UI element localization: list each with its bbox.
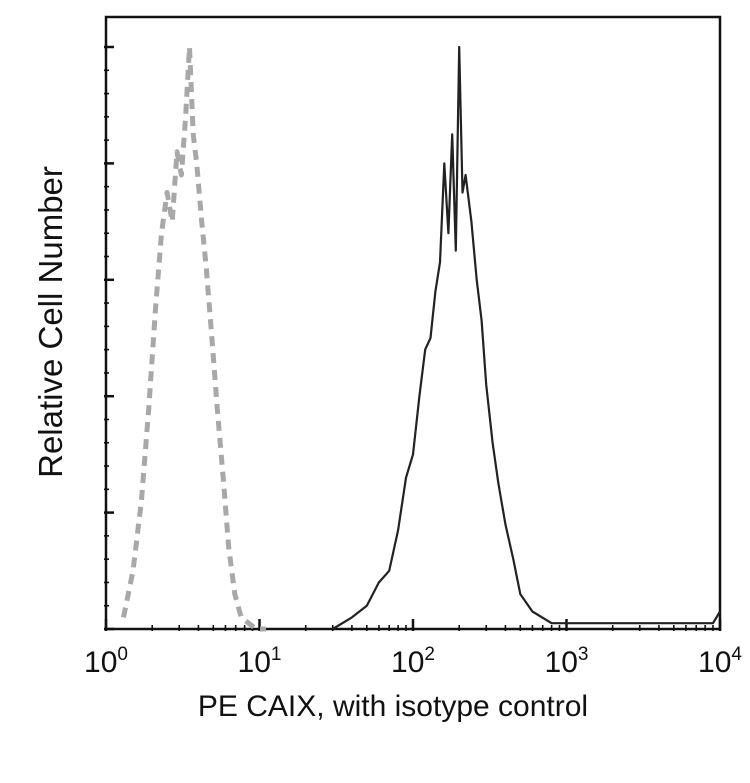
x-axis-label: PE CAIX, with isotype control (198, 690, 588, 723)
y-axis-ticks (104, 45, 114, 631)
plot-frame (104, 15, 722, 631)
y-axis-label: Relative Cell Number (32, 166, 69, 478)
series-layer (121, 44, 721, 632)
x-tick-label: 102 (391, 644, 435, 679)
x-tick-labels: 100 101 102 103 104 (84, 644, 742, 679)
x-tick-label: 103 (545, 644, 589, 679)
isotype-control-line (121, 44, 266, 632)
x-tick-label: 100 (84, 644, 128, 679)
caix-histogram-line (332, 45, 721, 630)
x-axis-ticks (104, 619, 722, 631)
x-tick-label: 101 (238, 644, 282, 679)
x-tick-label: 104 (698, 644, 742, 679)
